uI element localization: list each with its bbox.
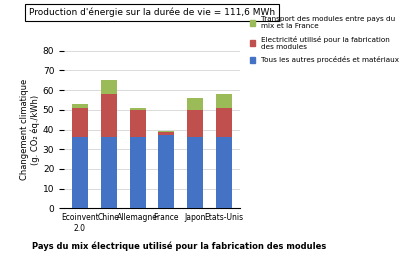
- Text: Pays du mix électrique utilisé pour la fabrication des modules: Pays du mix électrique utilisé pour la f…: [32, 242, 326, 251]
- Legend: Transport des modules entre pays du
mix et la France, Electricité utilisé pour l: Transport des modules entre pays du mix …: [250, 16, 399, 63]
- Bar: [101, 94, 117, 137]
- Bar: [72, 104, 88, 108]
- Bar: [216, 94, 232, 108]
- Bar: [101, 137, 117, 208]
- Bar: [216, 108, 232, 137]
- Bar: [130, 108, 146, 110]
- Bar: [187, 98, 203, 110]
- Bar: [101, 80, 117, 94]
- Bar: [187, 110, 203, 137]
- Text: Production d'énergie sur la durée de vie = 111,6 MWh: Production d'énergie sur la durée de vie…: [29, 8, 275, 17]
- Bar: [72, 108, 88, 137]
- Bar: [158, 132, 174, 135]
- Bar: [158, 135, 174, 208]
- Bar: [187, 137, 203, 208]
- Y-axis label: Changement climatique
(g. CO₂ éq./kWh): Changement climatique (g. CO₂ éq./kWh): [20, 79, 40, 180]
- Bar: [130, 110, 146, 137]
- Bar: [158, 131, 174, 132]
- Bar: [216, 137, 232, 208]
- Bar: [130, 137, 146, 208]
- Bar: [72, 137, 88, 208]
